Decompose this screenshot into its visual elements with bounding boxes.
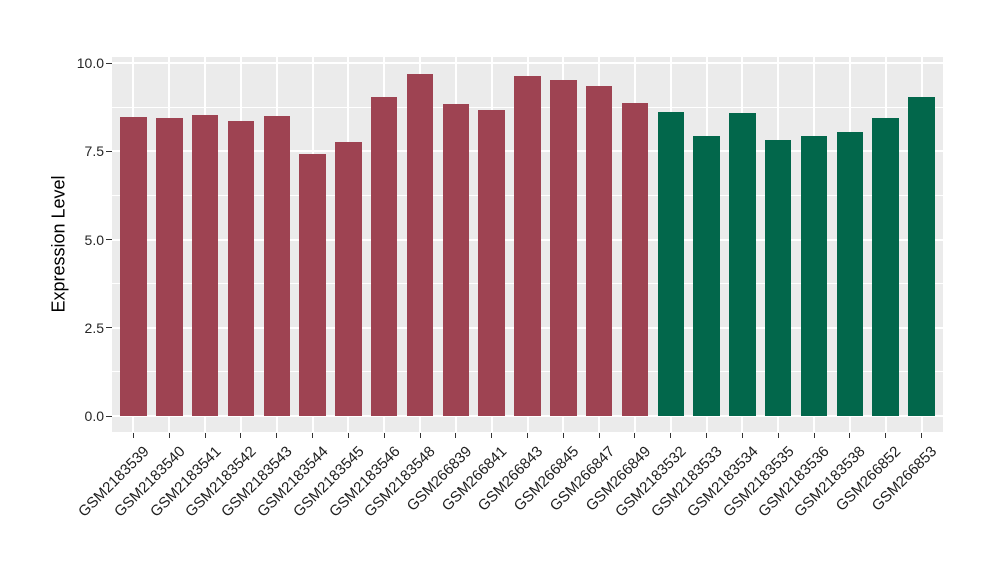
bar — [335, 142, 362, 416]
y-tick-label: 2.5 — [84, 319, 104, 336]
x-tick — [312, 433, 314, 438]
x-tick — [240, 433, 242, 438]
y-tick-label: 7.5 — [84, 143, 104, 160]
bar — [442, 104, 470, 416]
y-tick-label: 10.0 — [76, 55, 104, 71]
bar — [872, 118, 899, 416]
x-tick — [491, 433, 493, 438]
x-tick — [527, 433, 528, 438]
x-tick — [741, 433, 743, 438]
bar — [406, 74, 434, 416]
bar — [370, 96, 398, 416]
bar — [191, 115, 219, 416]
bar — [120, 117, 147, 416]
bar — [764, 139, 792, 416]
x-tick — [598, 433, 600, 438]
bar — [693, 136, 720, 416]
bar — [908, 97, 935, 416]
y-tick — [106, 415, 112, 417]
x-tick — [132, 433, 134, 438]
x-tick — [634, 433, 636, 438]
x-tick — [670, 433, 672, 438]
bar — [800, 136, 828, 416]
bar — [585, 85, 613, 416]
x-tick — [849, 433, 851, 438]
x-tick — [885, 433, 887, 438]
bar — [621, 103, 649, 416]
y-tick — [106, 150, 112, 152]
bar — [263, 115, 291, 416]
x-tick — [204, 433, 206, 438]
bar — [657, 112, 685, 416]
x-tick — [706, 433, 708, 438]
y-tick-label: 0.0 — [84, 408, 104, 424]
x-tick — [813, 433, 815, 438]
plot-panel — [112, 57, 943, 432]
x-tick — [168, 433, 170, 438]
y-tick-label: 5.0 — [84, 231, 104, 248]
bar — [299, 154, 326, 416]
x-tick — [921, 433, 922, 438]
x-tick — [419, 433, 421, 438]
bar — [550, 79, 577, 416]
y-tick — [106, 62, 112, 64]
bar — [478, 109, 505, 416]
bar — [514, 76, 541, 416]
bar — [156, 117, 183, 416]
x-tick — [383, 433, 385, 438]
x-tick — [562, 433, 564, 438]
bar — [836, 132, 864, 416]
x-tick — [455, 433, 457, 438]
y-tick — [106, 327, 112, 329]
x-tick — [777, 433, 779, 438]
bar — [729, 113, 756, 416]
x-tick — [276, 433, 278, 438]
x-tick — [347, 433, 349, 438]
bar — [227, 120, 255, 416]
y-tick — [106, 239, 112, 240]
